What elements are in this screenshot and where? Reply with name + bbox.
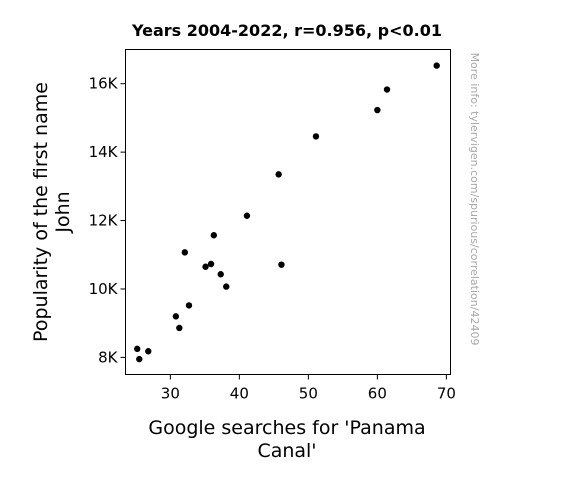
y-axis-label-line-2: John [52, 191, 74, 233]
source-note: More info: tylervigen.com/spurious/corre… [468, 53, 481, 346]
x-axis-label-line-1: Google searches for 'Panama [148, 417, 425, 439]
data-point-2 [136, 355, 143, 363]
data-point-8 [202, 263, 209, 270]
plot-area [125, 49, 451, 375]
data-point-3 [145, 348, 152, 355]
data-point-4 [172, 313, 180, 320]
data-point-10 [210, 232, 218, 239]
data-point-19 [433, 62, 440, 69]
data-point-5 [176, 324, 183, 332]
data-point-18 [383, 86, 391, 93]
y-axis-label-line-1: Popularity of the first name [30, 82, 52, 342]
y-tick-label-8K: 8K [98, 348, 119, 366]
y-axis-label: Popularity of the first name John [30, 82, 74, 342]
x-tick-label-40: 40 [230, 385, 249, 403]
y-tick-label-10K: 10K [89, 280, 119, 298]
data-point-1 [134, 345, 141, 353]
x-tick-label-50: 50 [299, 385, 318, 403]
data-point-7 [185, 302, 193, 309]
data-point-16 [312, 133, 320, 140]
data-point-9 [207, 260, 215, 268]
data-point-11 [217, 271, 224, 278]
data-point-15 [278, 261, 285, 268]
y-axis-ticks: 8K 10K 12K 14K 16K [89, 75, 126, 366]
data-point-14 [275, 171, 282, 178]
data-point-6 [181, 249, 189, 256]
x-axis-label-line-2: Canal' [257, 440, 316, 462]
y-tick-label-14K: 14K [89, 143, 119, 161]
data-point-13 [243, 212, 251, 219]
y-tick-label-12K: 12K [89, 212, 119, 230]
data-point-12 [223, 283, 230, 290]
x-axis-ticks: 30 40 50 60 70 [161, 374, 456, 403]
x-tick-label-30: 30 [161, 385, 180, 403]
x-tick-label-70: 70 [437, 385, 456, 403]
points-layer [134, 62, 440, 363]
x-tick-label-60: 60 [368, 385, 387, 403]
chart-title: Years 2004-2022, r=0.956, p<0.01 [131, 21, 442, 40]
y-tick-label-16K: 16K [89, 75, 119, 93]
data-point-17 [374, 106, 381, 114]
side-note: More info: tylervigen.com/spurious/corre… [468, 53, 481, 346]
